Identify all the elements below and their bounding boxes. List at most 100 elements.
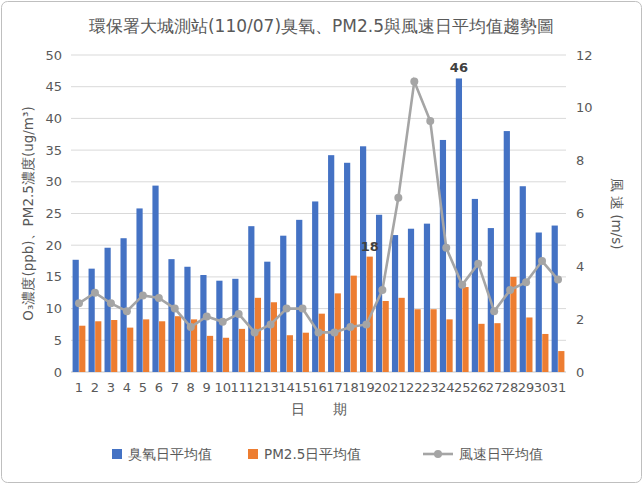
bar [89, 269, 95, 372]
grid-line [71, 55, 566, 56]
bar [312, 201, 318, 372]
y-tick-label: 5 [54, 333, 62, 348]
bar [319, 314, 325, 372]
y2-tick [566, 372, 569, 373]
y2-axis-label: 風 速 (m/s) [609, 178, 625, 250]
x-tick-label: 27 [486, 380, 503, 395]
legend: 臭氧日平均值 PM2.5日平均值 風速日平均值 [112, 446, 543, 462]
bar [408, 229, 414, 372]
bar [462, 287, 468, 372]
marker [522, 278, 530, 286]
bar [232, 279, 238, 372]
marker [506, 286, 514, 294]
marker [299, 305, 307, 313]
legend-key [248, 449, 258, 459]
legend-label: 臭氧日平均值 [128, 446, 212, 462]
marker [123, 307, 131, 315]
bar [200, 275, 206, 372]
marker [538, 257, 546, 265]
x-tick-label: 23 [422, 380, 439, 395]
bar [542, 334, 548, 372]
legend-key [112, 449, 122, 459]
x-tick-label: 9 [203, 380, 211, 395]
grid-line [71, 181, 566, 182]
x-tick-label: 13 [262, 380, 279, 395]
marker [139, 291, 147, 299]
marker [554, 276, 562, 284]
x-tick-label: 26 [470, 380, 487, 395]
marker [362, 320, 370, 328]
y2-tick-label: 8 [576, 153, 584, 168]
x-tick-label: 14 [278, 380, 295, 395]
bar [136, 208, 142, 372]
x-tick-label: 1 [75, 380, 83, 395]
y-tick-label: 20 [45, 238, 62, 253]
bar [415, 309, 421, 372]
marker [219, 318, 227, 326]
grid-line [71, 213, 566, 214]
x-tick-label: 11 [230, 380, 247, 395]
marker [426, 117, 434, 125]
marker [490, 307, 498, 315]
x-tick-label: 5 [139, 380, 147, 395]
bar [552, 226, 558, 372]
x-tick-label: 21 [390, 380, 407, 395]
x-tick-label: 25 [454, 380, 471, 395]
bar [143, 319, 149, 372]
x-tick-label: 12 [246, 380, 263, 395]
data-labels: 46 18 [361, 60, 468, 253]
y2-tick [566, 107, 569, 108]
bar [105, 248, 111, 372]
bar [216, 281, 222, 372]
marker [410, 77, 418, 85]
marker [330, 328, 338, 336]
y-tick-label: 40 [45, 111, 62, 126]
x-tick-label: 24 [438, 380, 455, 395]
marker [394, 194, 402, 202]
data-label: 46 [450, 60, 468, 75]
x-tick-label: 22 [406, 380, 423, 395]
marker [107, 299, 115, 307]
x-tick-label: 16 [310, 380, 327, 395]
data-label: 18 [361, 239, 379, 254]
bar [558, 351, 564, 372]
title: 環保署大城測站(110/07)臭氧、PM2.5與風速日平均值趨勢圖 [89, 16, 554, 36]
marks [73, 77, 565, 372]
bar [271, 302, 277, 372]
x-tick-label: 6 [155, 380, 163, 395]
marker [187, 323, 195, 331]
x-tick-label: 28 [502, 380, 519, 395]
marker [378, 286, 386, 294]
y-tick-label: 45 [45, 79, 62, 94]
x-tick-label: 20 [374, 380, 391, 395]
x-tick-label: 3 [107, 380, 115, 395]
y-tick-label: 0 [54, 365, 62, 380]
y-tick-label: 50 [45, 48, 62, 63]
y-tick-label: 30 [45, 174, 62, 189]
marker [474, 260, 482, 268]
legend-label: 風速日平均值 [459, 446, 543, 462]
bar [152, 186, 158, 372]
bar [478, 324, 484, 372]
bar [73, 260, 79, 372]
marker [155, 294, 163, 302]
y-tick-label: 25 [45, 206, 62, 221]
bar [239, 329, 245, 372]
bar [95, 321, 101, 372]
bar [430, 309, 436, 372]
bar [248, 226, 254, 372]
y2-tick-label: 10 [576, 100, 593, 115]
marker [267, 320, 275, 328]
x-tick-label: 7 [171, 380, 179, 395]
x-tick-label: 8 [187, 380, 195, 395]
legend-label: PM2.5日平均值 [264, 446, 361, 462]
y2-tick [566, 160, 569, 161]
x-tick-label: 17 [326, 380, 343, 395]
x-tick-label: 18 [342, 380, 359, 395]
bar [280, 236, 286, 372]
y-tick-label: 10 [45, 301, 62, 316]
grid-line [71, 150, 566, 151]
bar [504, 131, 510, 372]
x-tick-label: 19 [358, 380, 375, 395]
bar [536, 233, 542, 372]
